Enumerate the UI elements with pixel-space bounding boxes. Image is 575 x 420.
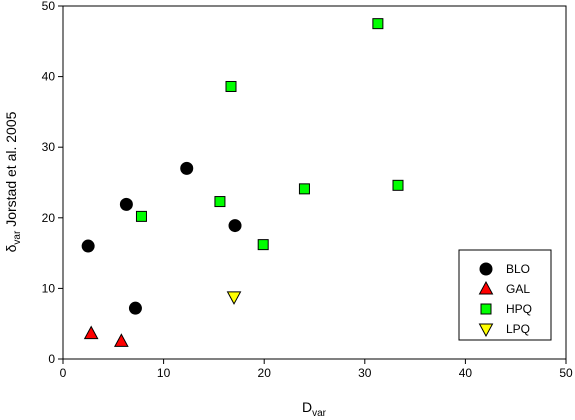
data-point-blo xyxy=(119,197,133,211)
y-axis-ticks: 0 10 20 30 40 50 xyxy=(42,0,63,366)
legend-marker-hpq xyxy=(480,303,492,315)
data-point-hpq xyxy=(298,183,310,195)
data-point-blo xyxy=(128,301,142,315)
x-tick-label: 40 xyxy=(459,366,473,380)
data-point-hpq xyxy=(392,179,404,191)
y-tick-label: 40 xyxy=(42,70,56,84)
x-tick-label: 20 xyxy=(258,366,272,380)
legend-label-hpq: HPQ xyxy=(506,302,532,316)
data-point-hpq xyxy=(135,210,147,222)
y-tick-label: 10 xyxy=(42,281,56,295)
legend: BLO GAL HPQ LPQ xyxy=(458,249,552,341)
data-point-gal xyxy=(83,325,99,340)
x-axis-title: Dvar xyxy=(302,399,327,419)
data-point-blo xyxy=(81,239,95,253)
x-tick-label: 10 xyxy=(157,366,171,380)
data-point-hpq xyxy=(214,196,226,208)
x-tick-label: 50 xyxy=(559,366,573,380)
data-points xyxy=(81,18,404,347)
data-point-hpq xyxy=(257,239,269,251)
legend-label-gal: GAL xyxy=(506,282,530,296)
y-tick-label: 50 xyxy=(42,0,56,13)
legend-box xyxy=(458,249,552,341)
data-point-lpq xyxy=(226,291,242,305)
y-tick-label: 20 xyxy=(42,211,56,225)
plot-frame xyxy=(62,5,567,360)
legend-label-lpq: LPQ xyxy=(506,322,530,336)
x-tick-label: 30 xyxy=(358,366,372,380)
y-axis-title: δvar Jorstad et al. 2005 xyxy=(3,111,23,252)
data-point-hpq xyxy=(225,80,237,92)
data-point-blo xyxy=(228,219,242,233)
data-point-hpq xyxy=(372,18,384,30)
data-point-gal xyxy=(114,333,129,347)
y-tick-label: 30 xyxy=(42,140,56,154)
x-tick-label: 0 xyxy=(60,366,67,380)
legend-marker-blo xyxy=(479,262,493,276)
legend-label-blo: BLO xyxy=(506,262,530,276)
legend-marker-lpq xyxy=(478,323,494,338)
x-axis-ticks: 0 10 20 30 40 50 xyxy=(60,359,573,380)
y-tick-label: 0 xyxy=(48,352,55,366)
legend-marker-gal xyxy=(478,280,494,295)
data-point-blo xyxy=(180,161,194,175)
